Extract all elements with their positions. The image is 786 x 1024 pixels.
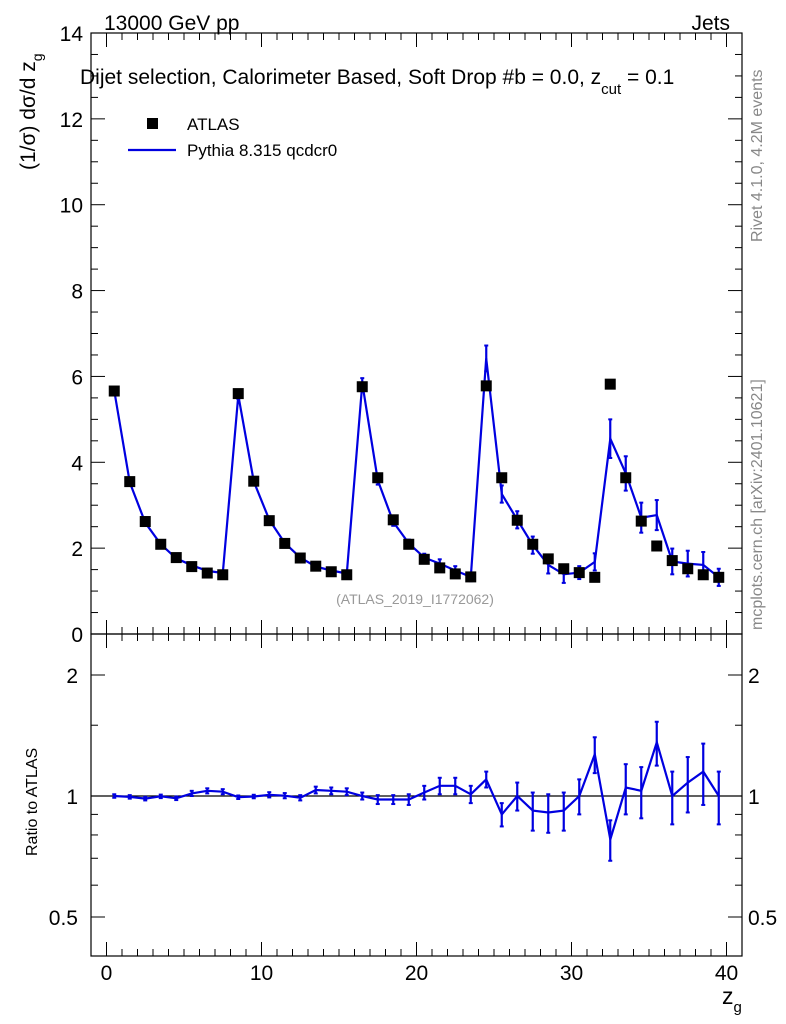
atlas-data-point (635, 515, 647, 527)
atlas-data-point (201, 567, 213, 579)
x-tick-label: 0 (101, 962, 113, 985)
x-tick-label: 30 (560, 962, 583, 985)
x-tick-label: 10 (250, 962, 273, 985)
y-tick-label: 12 (60, 109, 83, 132)
ratio-series-line (114, 738, 720, 840)
ratio-y-tick-label: 1 (66, 786, 78, 809)
ratio-y-tick-label-right: 2 (748, 665, 760, 688)
ratio-y-tick-label: 0.5 (49, 907, 78, 930)
atlas-data-point (356, 381, 368, 393)
atlas-data-point (434, 562, 446, 574)
atlas-data-point (186, 561, 198, 573)
mc-series-line (113, 358, 720, 579)
y-tick-label: 6 (71, 366, 83, 389)
atlas-data-point (232, 388, 244, 400)
atlas-data-point (651, 540, 663, 552)
atlas-data-point (217, 569, 229, 581)
energy-label: 13000 GeV pp (104, 12, 239, 35)
atlas-data-point (387, 514, 399, 526)
ratio-y-tick-label: 2 (66, 665, 78, 688)
atlas-data-point (558, 563, 570, 575)
ratio-axis-ticks: 0.5 0.51 12 20 10 20 30 40 (49, 634, 777, 985)
atlas-data-point (573, 567, 585, 579)
atlas-data-point (620, 472, 632, 484)
atlas-data-point (170, 552, 182, 564)
ratio-y-tick-label-right: 0.5 (748, 907, 777, 930)
x-tick-label: 20 (405, 962, 428, 985)
mcplots-label: mcplots.cern.ch [arXiv:2401.10621] (749, 379, 766, 630)
atlas-data-point (372, 472, 384, 484)
atlas-data-point (325, 566, 337, 578)
x-axis-label: zg (722, 983, 742, 1016)
rivet-label: Rivet 4.1.0, 4.2M events (749, 69, 766, 242)
y-axis-label: (1/σ) dσ/d zg (17, 53, 45, 170)
atlas-data-point (263, 515, 275, 527)
atlas-data-point (294, 552, 306, 564)
atlas-data-point (697, 569, 709, 581)
analysis-id-label: (ATLAS_2019_I1772062) (336, 591, 494, 607)
atlas-data-point (403, 538, 415, 550)
y-tick-label: 8 (71, 281, 83, 304)
y-tick-label: 14 (60, 23, 84, 46)
legend: ATLAS Pythia 8.315 qcdcr0 (128, 115, 337, 160)
atlas-data-point (713, 571, 725, 583)
atlas-data-point (248, 475, 260, 487)
atlas-data-point (527, 538, 539, 550)
ratio-y-axis-label: Ratio to ATLAS (24, 748, 41, 856)
atlas-data-point (589, 571, 601, 583)
atlas-data-point (155, 538, 167, 550)
atlas-data-point (139, 516, 151, 528)
plot-title: Dijet selection, Calorimeter Based, Soft… (80, 66, 674, 98)
ratio-y-tick-label-right: 1 (748, 786, 760, 809)
atlas-data-point (449, 568, 461, 580)
atlas-data-point (682, 563, 694, 575)
y-tick-label: 2 (71, 538, 83, 561)
atlas-data-point (666, 555, 678, 567)
y-tick-label: 0 (71, 624, 83, 647)
legend-atlas-label: ATLAS (187, 115, 240, 134)
atlas-data-point (511, 514, 523, 526)
atlas-data-point (542, 553, 554, 565)
atlas-data-point (279, 537, 291, 549)
atlas-data-point (418, 553, 430, 565)
legend-mc-label: Pythia 8.315 qcdcr0 (187, 141, 337, 160)
legend-atlas-marker (147, 118, 158, 129)
atlas-data-point (124, 476, 136, 488)
atlas-data-markers (108, 378, 725, 583)
atlas-data-point (480, 380, 492, 392)
category-label: Jets (691, 12, 730, 35)
atlas-data-point (465, 571, 477, 583)
y-tick-label: 4 (71, 452, 83, 475)
atlas-data-point (604, 378, 616, 390)
atlas-data-point (310, 560, 322, 572)
x-tick-label: 40 (715, 962, 738, 985)
atlas-data-point (496, 472, 508, 484)
y-tick-label: 10 (60, 195, 83, 218)
atlas-data-point (108, 385, 120, 397)
main-axis-ticks: 0 2 4 6 8 10 12 14 (60, 23, 743, 647)
atlas-data-point (341, 569, 353, 581)
